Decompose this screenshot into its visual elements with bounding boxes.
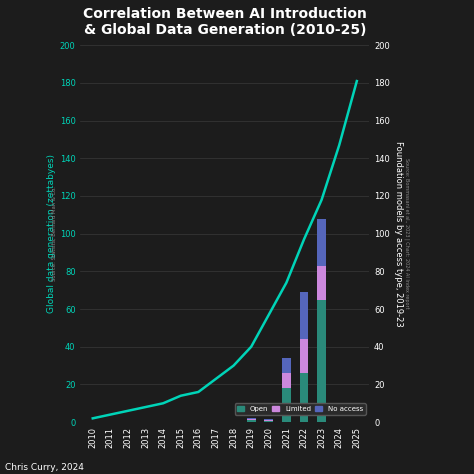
Title: Correlation Between AI Introduction
& Global Data Generation (2010-25): Correlation Between AI Introduction & Gl… xyxy=(83,7,367,37)
Bar xyxy=(282,373,291,388)
Bar xyxy=(282,358,291,373)
Bar xyxy=(247,420,255,422)
Bar xyxy=(264,419,273,420)
Text: Chris Curry, 2024: Chris Curry, 2024 xyxy=(5,463,83,472)
Text: Source: Statista, Bernard Man & Co.: Source: Statista, Bernard Man & Co. xyxy=(52,186,57,281)
Bar xyxy=(300,373,309,422)
Text: Source: Bommasani et al., 2023 | Chart: 2024 AI Index report: Source: Bommasani et al., 2023 | Chart: … xyxy=(404,158,410,309)
Bar xyxy=(264,420,273,421)
Bar xyxy=(317,266,326,300)
Legend: Open, Limited, No access: Open, Limited, No access xyxy=(235,403,365,415)
Bar xyxy=(264,421,273,422)
Y-axis label: Global data generation (zettabyes): Global data generation (zettabyes) xyxy=(46,154,55,313)
Bar xyxy=(282,388,291,422)
Bar xyxy=(247,419,255,420)
Bar xyxy=(300,339,309,373)
Bar xyxy=(317,300,326,422)
Bar xyxy=(317,219,326,266)
Bar xyxy=(300,292,309,339)
Y-axis label: Foundation models by access type, 2019-23: Foundation models by access type, 2019-2… xyxy=(394,141,403,327)
